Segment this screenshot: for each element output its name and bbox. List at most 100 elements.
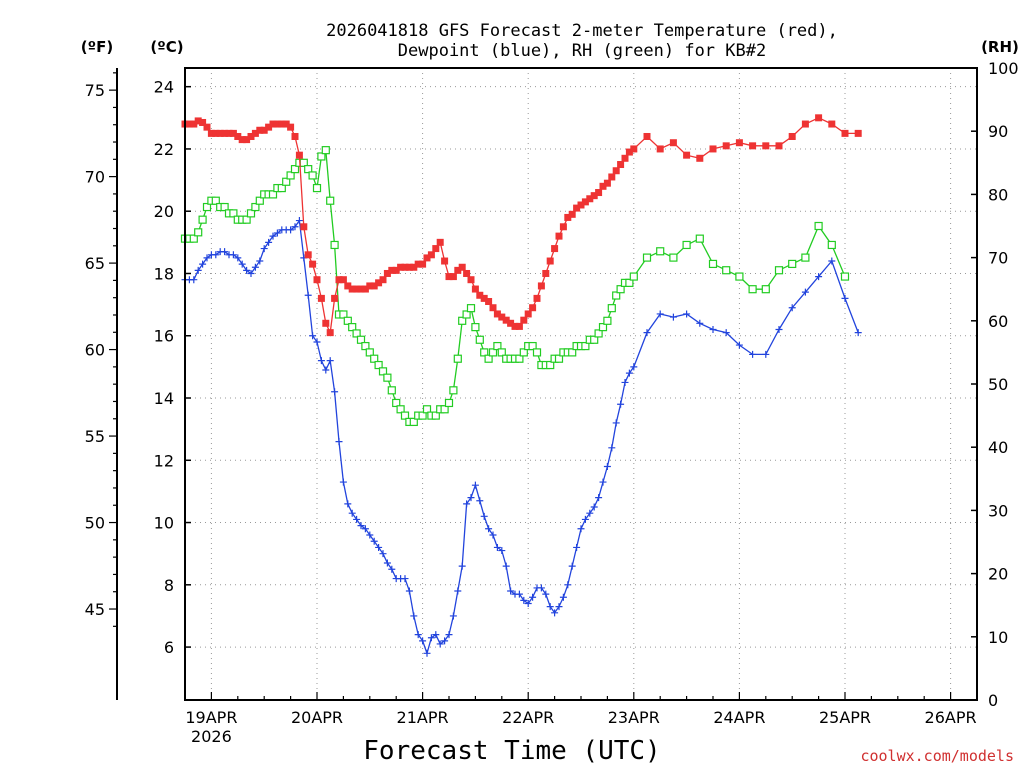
rh-point — [814, 221, 823, 231]
dewpoint-point — [238, 260, 246, 268]
dewpoint-point — [568, 562, 576, 570]
dewpoint-point — [612, 419, 620, 427]
dewpoint-point — [335, 438, 343, 446]
dewpoint-point — [493, 543, 501, 551]
dewpoint-point — [643, 329, 651, 337]
temperature-point — [291, 132, 299, 140]
rh-point — [519, 348, 528, 357]
series-temperature — [181, 114, 862, 337]
rh-point — [598, 323, 608, 332]
temperature-point — [511, 322, 519, 330]
dewpoint-point — [243, 266, 251, 274]
rh-point — [418, 411, 427, 420]
rh-point — [656, 247, 665, 256]
x-axis-title: Forecast Time (UTC) — [363, 736, 660, 766]
dewpoint-point — [251, 263, 259, 271]
rh-point — [449, 386, 458, 395]
rh-point — [458, 316, 467, 325]
temperature-point — [524, 310, 532, 318]
time-tick-label: 22APR — [502, 708, 554, 727]
temperature-point — [573, 204, 581, 212]
rh-point — [198, 215, 207, 224]
temperature-point — [445, 273, 453, 281]
dewpoint-point — [485, 525, 493, 533]
dewpoint-point — [260, 245, 268, 253]
dewpoint-point — [375, 543, 383, 551]
temperature-point — [577, 201, 585, 209]
temperature-point — [348, 285, 356, 293]
rh-point — [466, 304, 476, 313]
rh-point — [748, 285, 757, 294]
temperature-point — [559, 223, 567, 231]
temperature-point — [410, 263, 418, 271]
rh-point — [321, 146, 330, 155]
rh-point — [378, 367, 388, 376]
dewpoint-point — [775, 326, 783, 334]
temperature-point — [568, 210, 576, 218]
celsius-unit-label: (ºC) — [150, 38, 183, 56]
dewpoint-point — [476, 497, 484, 505]
dewpoint-point — [551, 609, 559, 617]
dewpoint-point — [542, 590, 550, 598]
rh-point — [308, 171, 317, 180]
time-tick-label: 24APR — [713, 708, 765, 727]
temperature-point — [383, 269, 391, 277]
temperature-point — [595, 189, 603, 197]
rh-point — [370, 354, 379, 363]
dewpoint-point — [419, 637, 427, 645]
temperature-point — [788, 132, 796, 140]
dewpoint-point — [815, 273, 823, 281]
dewpoint-point — [304, 291, 312, 299]
rh-point — [251, 202, 260, 212]
time-tick-label: 26APR — [925, 708, 977, 727]
credit-text: coolwx.com/models — [860, 747, 1014, 765]
celsius-tick-label: 10 — [154, 514, 174, 533]
rh-point — [546, 360, 555, 370]
temperature-point — [828, 120, 836, 128]
temperature-point — [251, 129, 259, 137]
rh-point — [365, 348, 374, 357]
temperature-point — [603, 179, 611, 187]
dewpoint-point — [788, 304, 796, 312]
dewpoint-point — [326, 357, 334, 365]
rh-tick-label: 40 — [988, 438, 1008, 457]
rh-point — [312, 183, 322, 193]
dewpoint-point — [203, 254, 211, 262]
temperature-point — [458, 263, 466, 271]
rh-tick-label: 30 — [988, 501, 1008, 520]
temperature-point — [854, 129, 862, 137]
dewpoint-point — [361, 525, 369, 533]
temperature-point — [243, 136, 251, 144]
temperature-point — [335, 276, 343, 284]
temperature-point — [471, 285, 479, 293]
temperature-point — [370, 282, 378, 290]
temperature-point — [555, 232, 563, 240]
temperature-point — [353, 285, 361, 293]
dewpoint-point — [458, 562, 466, 570]
rh-point — [444, 398, 454, 408]
dewpoint-point — [537, 584, 545, 592]
temperature-point — [414, 260, 422, 268]
rh-point — [361, 341, 370, 351]
dewpoint-point — [427, 634, 435, 642]
rh-point — [735, 272, 744, 281]
temperature-point — [722, 142, 730, 150]
celsius-tick-label: 8 — [164, 576, 174, 595]
temperature-point — [379, 276, 387, 284]
rh-tick-label: 80 — [988, 185, 1008, 204]
temperature-point — [546, 257, 554, 265]
dewpoint-point — [595, 494, 603, 502]
dewpoint-point — [471, 481, 479, 489]
dewpoint-point — [273, 229, 281, 237]
temperature-point — [405, 263, 413, 271]
temperature-point — [507, 319, 515, 327]
dewpoint-point — [256, 257, 264, 265]
rh-point — [616, 285, 625, 294]
temperature-point — [533, 294, 541, 302]
temperature-point — [537, 282, 545, 290]
temperature-point — [309, 260, 317, 268]
rh-point — [440, 405, 449, 414]
rh-point — [374, 360, 383, 370]
dewpoint-point — [581, 515, 589, 523]
rh-point — [774, 266, 784, 275]
